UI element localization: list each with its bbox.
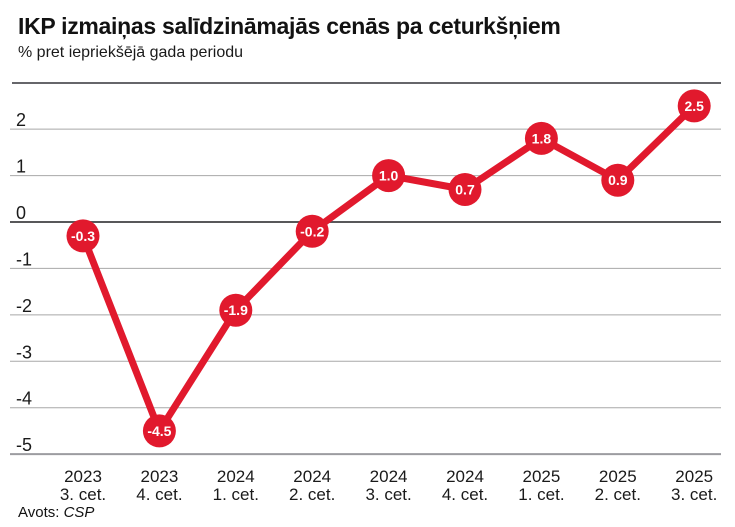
data-point-marker	[601, 163, 635, 197]
data-point-label: 2.5	[684, 98, 704, 114]
data-point-label: -0.3	[71, 228, 95, 244]
x-tick-quarter: 2. cet.	[595, 485, 641, 504]
chart-source: Avots: CSP	[18, 504, 94, 521]
x-tick-year: 2024	[446, 467, 484, 486]
data-point-marker	[372, 159, 406, 193]
y-tick-label: -1	[16, 249, 32, 269]
chart-subtitle: % pret iepriekšējā gada periodu	[18, 44, 244, 61]
data-point-label: -0.2	[300, 223, 324, 239]
x-tick-quarter: 3. cet.	[365, 485, 411, 504]
y-tick-label: 1	[16, 157, 26, 177]
x-tick-quarter: 2. cet.	[289, 485, 335, 504]
data-point-label: 1.0	[379, 168, 399, 184]
data-point-marker	[448, 172, 482, 206]
x-tick-quarter: 4. cet.	[442, 485, 488, 504]
x-tick-year: 2025	[522, 467, 560, 486]
data-point-marker	[295, 214, 329, 248]
chart-header: IKP izmaiņas salīdzināmajās cenās pa cet…	[18, 13, 561, 62]
x-tick-year: 2024	[293, 467, 331, 486]
data-point-marker	[524, 121, 558, 155]
data-point-marker	[142, 414, 176, 448]
y-tick-label: 2	[16, 110, 26, 130]
x-tick-quarter: 4. cet.	[136, 485, 182, 504]
x-tick-quarter: 1. cet.	[213, 485, 259, 504]
x-tick-year: 2024	[370, 467, 408, 486]
data-point-label: 0.7	[455, 181, 475, 197]
x-tick-year: 2024	[217, 467, 255, 486]
data-point-marker	[219, 293, 253, 327]
data-point-label: -1.9	[224, 302, 248, 318]
y-tick-label: -3	[16, 342, 32, 362]
x-tick-year: 2023	[140, 467, 178, 486]
x-tick-quarter: 3. cet.	[671, 485, 717, 504]
data-point-marker	[66, 219, 100, 253]
x-tick-year: 2025	[675, 467, 713, 486]
source-prefix: Avots:	[18, 504, 60, 521]
data-point-marker	[677, 89, 711, 123]
y-tick-label: -2	[16, 296, 32, 316]
y-tick-label: -5	[16, 435, 32, 455]
y-tick-label: 0	[16, 203, 26, 223]
data-point-label: 0.9	[608, 172, 628, 188]
x-tick-year: 2025	[599, 467, 637, 486]
x-tick-quarter: 1. cet.	[518, 485, 564, 504]
x-tick-year: 2023	[64, 467, 102, 486]
x-tick-quarter: 3. cet.	[60, 485, 106, 504]
source-name: CSP	[63, 504, 95, 521]
data-point-label: 1.8	[532, 130, 552, 146]
data-point-label: -4.5	[147, 423, 171, 439]
chart-title: IKP izmaiņas salīdzināmajās cenās pa cet…	[18, 13, 561, 39]
y-tick-label: -4	[16, 389, 32, 409]
